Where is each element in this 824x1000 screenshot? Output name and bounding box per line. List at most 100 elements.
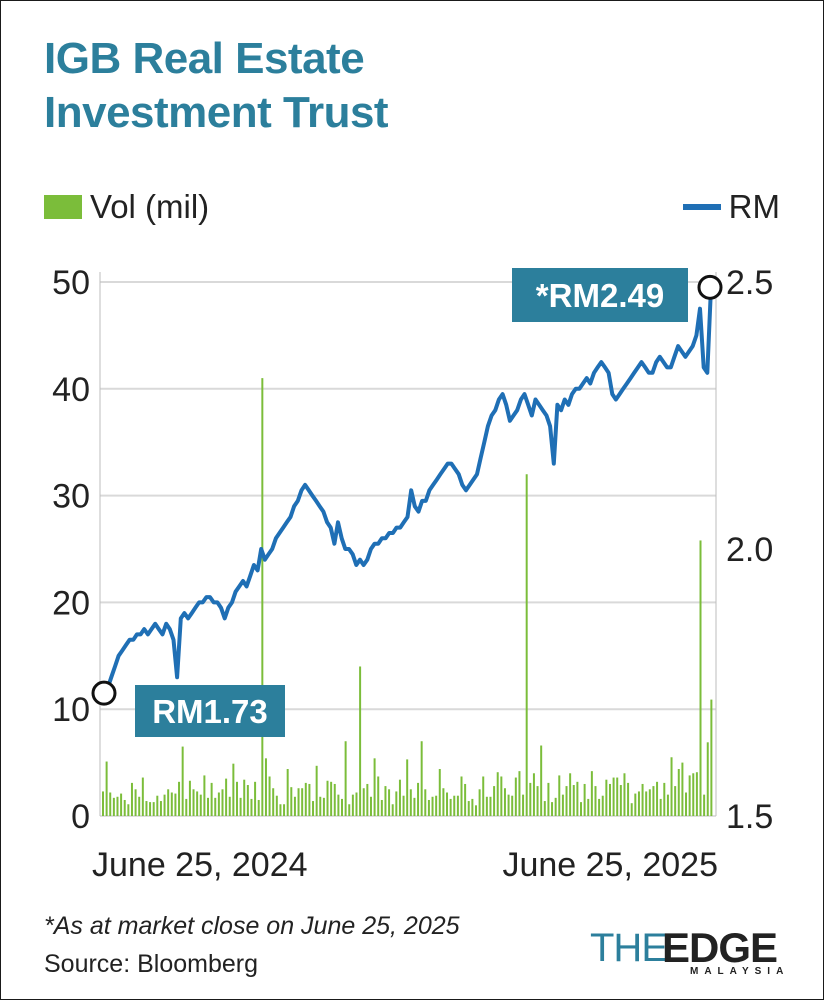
volume-bar [467, 801, 470, 816]
volume-bar [243, 779, 246, 816]
volume-bar [543, 801, 546, 816]
volume-bar [402, 795, 405, 816]
volume-bar [677, 769, 680, 816]
legend-price-swatch [682, 204, 721, 210]
volume-bar [391, 804, 394, 816]
volume-bar [496, 772, 499, 816]
volume-bar [681, 762, 684, 816]
volume-bar [196, 791, 199, 816]
price-line [102, 287, 713, 695]
volume-bar [167, 789, 170, 816]
legend-price-label: RM [728, 188, 780, 225]
end-marker [697, 274, 723, 300]
volume-bar [456, 795, 459, 816]
volume-bar [598, 798, 601, 816]
volume-bar [522, 794, 525, 816]
volume-bar [474, 805, 477, 816]
price-annotation-label: *RM2.49 [536, 277, 664, 314]
volume-bar [181, 746, 184, 816]
volume-bar [507, 794, 510, 816]
volume-bar [369, 796, 372, 816]
volume-bar [695, 772, 698, 816]
volume-bar [558, 775, 561, 816]
volume-bar [109, 792, 112, 816]
right-tick-label: 2.0 [726, 531, 773, 569]
logo-edge: EDGE [662, 924, 778, 971]
volume-bar [297, 788, 300, 816]
legend-volume-label: Vol (mil) [90, 188, 210, 225]
right-tick-label: 2.5 [726, 264, 773, 302]
volume-bar [341, 798, 343, 816]
volume-bar [645, 791, 648, 816]
volume-bar [656, 781, 659, 816]
volume-bar [594, 786, 597, 816]
volume-bar [330, 781, 333, 816]
volume-bar [634, 793, 637, 816]
volume-bar [420, 741, 423, 816]
volume-bar [590, 771, 593, 816]
volume-bar [518, 771, 521, 816]
volume-bar [207, 797, 210, 816]
volume-bar [163, 794, 166, 816]
volume-bar [210, 782, 213, 816]
volume-bar [254, 781, 257, 816]
volume-bar [699, 540, 702, 816]
volume-bar [120, 793, 123, 816]
volume-bar [692, 773, 695, 816]
left-tick-label: 40 [52, 371, 90, 409]
volume-bar [431, 796, 434, 816]
volume-bar [123, 799, 126, 816]
volume-bar [623, 773, 626, 816]
volume-bar [442, 788, 445, 816]
volume-bar [156, 795, 159, 816]
title-line-1: IGB Real Estate [44, 34, 365, 83]
volume-bar [174, 793, 177, 816]
volume-bar [377, 776, 380, 816]
volume-bar [355, 792, 358, 816]
volume-bar [540, 745, 543, 816]
volume-bar [333, 783, 336, 816]
volume-bar [525, 474, 528, 816]
volume-bar [580, 802, 583, 816]
volume-bar [105, 761, 108, 816]
volume-bar [561, 794, 564, 816]
volume-bar [286, 769, 289, 816]
volume-bar [529, 782, 532, 816]
volume-bar [102, 791, 104, 816]
volume-bar [663, 782, 666, 816]
volume-bar [572, 785, 575, 816]
volume-bar [612, 777, 615, 816]
price-annotation-box [512, 268, 688, 322]
volume-bar [619, 785, 622, 816]
volume-bar [666, 794, 669, 816]
volume-bar [116, 796, 119, 816]
volume-bar [199, 794, 202, 816]
volume-bar [290, 787, 293, 816]
volume-bar [315, 765, 318, 816]
legend-volume: Vol (mil) [44, 188, 209, 226]
volume-bar [152, 802, 155, 816]
volume-bar [373, 758, 376, 816]
volume-bar [203, 775, 206, 816]
volume-bar [565, 786, 568, 816]
volume-bar [710, 699, 713, 816]
volume-bar [322, 797, 325, 816]
volume-bar [659, 798, 662, 816]
volume-bar [272, 788, 275, 816]
volume-bar [576, 781, 579, 816]
volume-bar [351, 794, 354, 816]
volume-bar [337, 794, 340, 816]
volume-bar [149, 802, 152, 816]
volume-bar [706, 742, 709, 816]
volume-bar [221, 789, 224, 816]
volume-bar [246, 785, 249, 816]
volume-bar [134, 789, 137, 816]
volume-bar [648, 789, 651, 816]
volume-bar [188, 780, 191, 816]
left-tick-label: 50 [52, 264, 90, 302]
volume-bar [279, 804, 282, 816]
legend-volume-swatch [44, 195, 82, 219]
volume-bar [446, 792, 449, 816]
volume-bar [359, 666, 362, 816]
